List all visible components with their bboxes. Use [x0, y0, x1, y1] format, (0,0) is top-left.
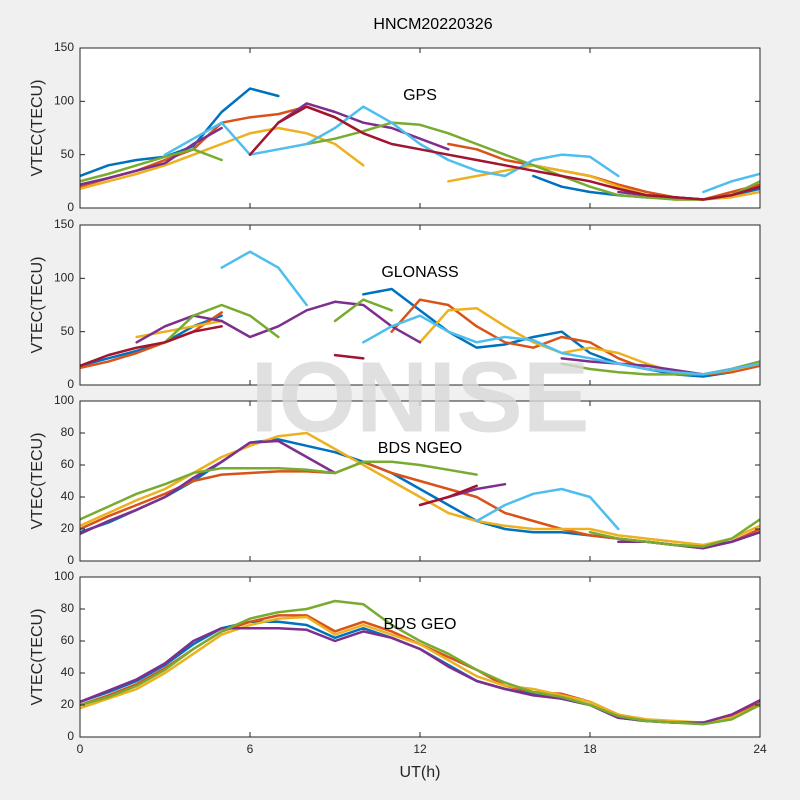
- line-series: [475, 487, 620, 531]
- plot-area: [80, 225, 760, 385]
- plot-area: [80, 577, 760, 737]
- panel-label: GPS: [403, 87, 437, 104]
- y-axis-label: VTEC(TECU): [29, 80, 46, 177]
- panel-label: BDS NGEO: [378, 440, 462, 457]
- panel-label: BDS GEO: [384, 616, 457, 633]
- y-tick-label: 80: [61, 425, 75, 439]
- line-series: [80, 599, 760, 726]
- y-tick-label: 50: [61, 324, 75, 338]
- x-axis-label: UT(h): [400, 764, 441, 781]
- y-tick-label: 0: [67, 729, 74, 743]
- y-tick-label: 60: [61, 457, 75, 471]
- y-tick-label: 80: [61, 601, 75, 615]
- x-tick-label: 24: [753, 742, 767, 756]
- y-tick-label: 100: [54, 271, 74, 285]
- line-series: [80, 460, 760, 548]
- line-series: [80, 325, 365, 368]
- line-series: [163, 105, 760, 194]
- y-tick-label: 0: [67, 377, 74, 391]
- y-tick-label: 150: [54, 40, 74, 54]
- x-tick-label: 18: [583, 742, 597, 756]
- plot-area: [80, 48, 760, 208]
- plot-lines: [80, 250, 760, 378]
- chart-title: HNCM20220326: [373, 16, 492, 33]
- plot-lines: [80, 599, 760, 726]
- y-tick-label: 0: [67, 200, 74, 214]
- plot-lines: [80, 87, 760, 201]
- line-series: [220, 250, 760, 376]
- y-tick-label: 0: [67, 553, 74, 567]
- y-tick-label: 60: [61, 633, 75, 647]
- plot-lines: [80, 431, 760, 550]
- y-axis-label: VTEC(TECU): [29, 257, 46, 354]
- y-tick-label: 20: [61, 521, 75, 535]
- y-tick-label: 20: [61, 697, 75, 711]
- y-tick-label: 100: [54, 569, 74, 583]
- x-tick-label: 6: [247, 742, 254, 756]
- y-tick-label: 150: [54, 217, 74, 231]
- watermark: IONISE: [251, 341, 590, 453]
- y-tick-label: 100: [54, 94, 74, 108]
- line-series: [418, 484, 478, 507]
- y-axis-label: VTEC(TECU): [29, 433, 46, 530]
- y-tick-label: 40: [61, 489, 75, 503]
- x-tick-label: 0: [77, 742, 84, 756]
- y-tick-label: 100: [54, 393, 74, 407]
- x-tick-label: 12: [413, 742, 427, 756]
- panel-label: GLONASS: [381, 264, 458, 281]
- y-tick-label: 40: [61, 665, 75, 679]
- line-series: [80, 121, 760, 201]
- line-series: [80, 615, 760, 724]
- line-series: [248, 105, 760, 201]
- y-axis-label: VTEC(TECU): [29, 609, 46, 706]
- y-tick-label: 50: [61, 147, 75, 161]
